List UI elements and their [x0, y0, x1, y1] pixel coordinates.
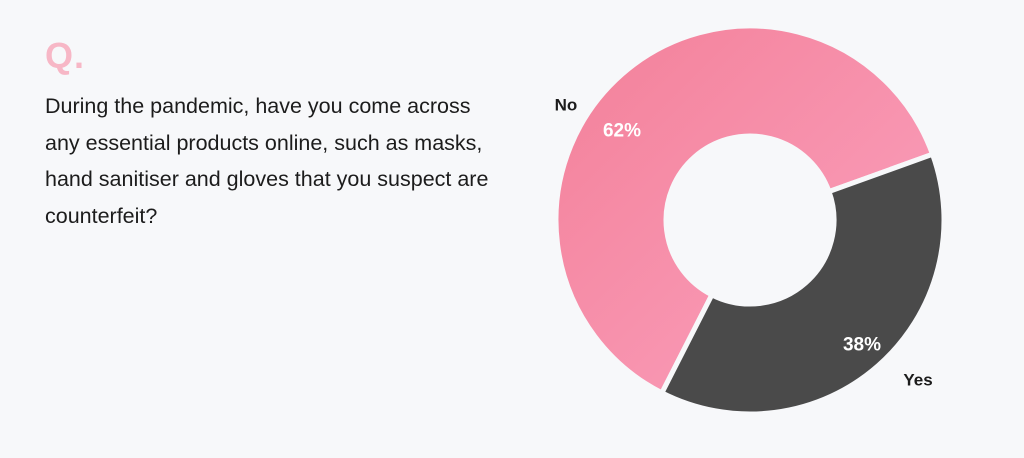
donut-slices [553, 23, 947, 417]
data-label-no: 62% [603, 121, 641, 142]
category-label-yes: Yes [903, 371, 932, 390]
donut-labels: 62% No 38% Yes [555, 96, 933, 390]
category-label-no: No [555, 96, 578, 115]
donut-slice-yes [658, 151, 947, 417]
question-marker: Q. [45, 35, 86, 76]
donut-slice-no [553, 23, 936, 397]
data-label-yes: 38% [843, 335, 881, 356]
survey-question: During the pandemic, have you come acros… [45, 94, 489, 228]
